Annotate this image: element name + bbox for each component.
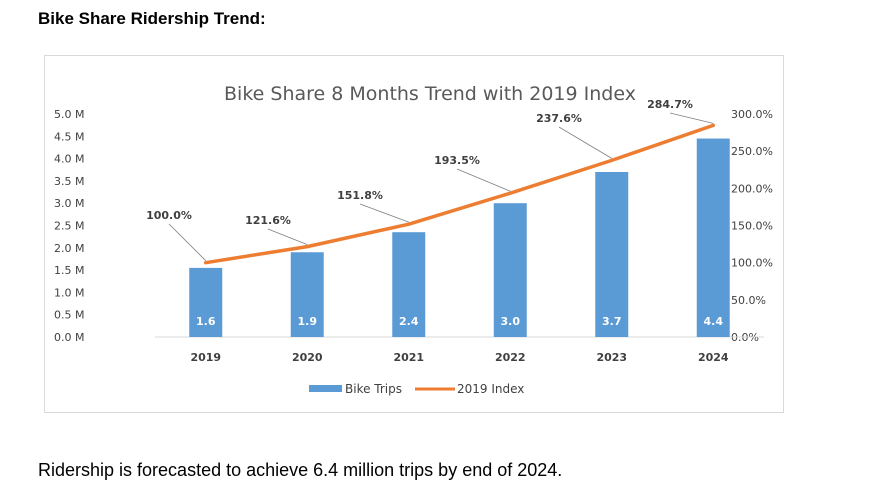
y-right-tick-label: 250.0%: [731, 145, 773, 158]
line-label-leader: [558, 126, 612, 159]
x-category-label: 2021: [393, 351, 424, 364]
line-data-label: 284.7%: [647, 98, 693, 111]
footer-note: Ridership is forecasted to achieve 6.4 m…: [38, 460, 563, 480]
bar-bike-trips: [189, 267, 223, 337]
line-2019-index: [204, 123, 715, 265]
line-data-label: 193.5%: [434, 154, 480, 167]
bar-bike-trips: [696, 138, 730, 337]
x-category-label: 2022: [495, 351, 526, 364]
y-right-tick-label: 200.0%: [731, 182, 773, 195]
x-category-label: 2020: [292, 351, 323, 364]
y-left-tick-label: 3.0 M: [54, 197, 84, 210]
bar-bike-trips: [392, 232, 426, 337]
y-left-tick-label: 1.5 M: [54, 264, 84, 277]
y-right-tick-label: 50.0%: [731, 294, 766, 307]
chart-title: Bike Share 8 Months Trend with 2019 Inde…: [224, 83, 636, 105]
bar-bike-trips: [290, 252, 324, 337]
line-label-leader: [669, 112, 714, 124]
y-left-tick-label: 5.0 M: [54, 108, 84, 121]
x-category-label: 2023: [596, 351, 627, 364]
y-left-tick-label: 2.5 M: [54, 220, 84, 233]
y-left-tick-label: 3.5 M: [54, 175, 84, 188]
bar-data-label: 3.0: [501, 315, 521, 328]
y-right-tick-label: 150.0%: [731, 220, 773, 233]
y-left-tick-label: 0.0 M: [54, 331, 84, 344]
bar-data-label: 1.9: [298, 315, 318, 328]
line-label-leader: [359, 203, 409, 223]
bar-bike-trips: [493, 203, 527, 337]
legend-label-bike-trips: Bike Trips: [345, 382, 402, 396]
x-category-label: 2019: [190, 351, 221, 364]
line-data-label: 100.0%: [146, 209, 192, 222]
y-left-tick-label: 2.0 M: [54, 242, 84, 255]
bar-data-label: 3.7: [602, 315, 622, 328]
y-left-tick-label: 4.0 M: [54, 153, 84, 166]
y-left-tick-label: 1.0 M: [54, 286, 84, 299]
line-label-leader: [267, 228, 308, 245]
y-left-tick-label: 4.5 M: [54, 130, 84, 143]
bar-data-label: 1.6: [196, 315, 216, 328]
line-data-label: 237.6%: [536, 112, 582, 125]
line-label-leader: [456, 168, 511, 192]
y-left-tick-label: 0.5 M: [54, 309, 84, 322]
y-right-tick-label: 300.0%: [731, 108, 773, 121]
line-label-leader: [168, 223, 207, 261]
chart-svg: Bike Share 8 Months Trend with 2019 Inde…: [54, 83, 773, 396]
page-heading: Bike Share Ridership Trend:: [38, 9, 266, 28]
bar-data-label: 4.4: [704, 315, 724, 328]
legend-swatch-bike-trips: [309, 385, 342, 392]
chart-frame: Bike Share 8 Months Trend with 2019 Inde…: [44, 55, 784, 413]
line-data-label: 151.8%: [337, 189, 383, 202]
bar-bike-trips: [595, 171, 629, 337]
line-data-label: 121.6%: [245, 214, 291, 227]
y-right-tick-label: 100.0%: [731, 257, 773, 270]
x-category-label: 2024: [698, 351, 729, 364]
bar-data-label: 2.4: [399, 315, 419, 328]
legend-label-2019-index: 2019 Index: [457, 382, 524, 396]
